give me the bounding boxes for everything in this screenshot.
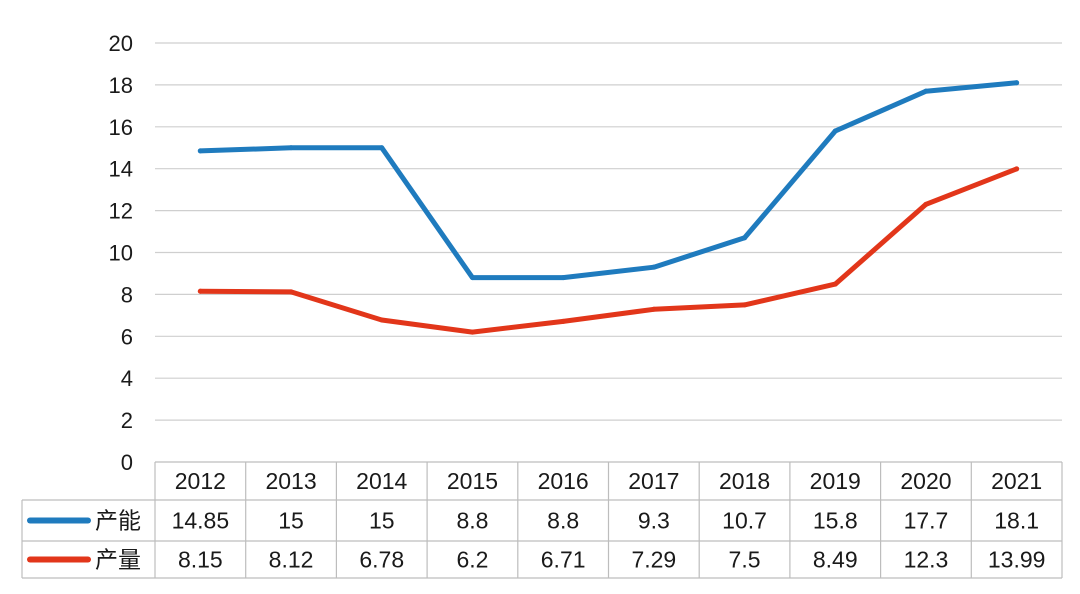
data-point (197, 148, 203, 154)
data-label: 9.3 (638, 508, 670, 534)
data-label: 6.2 (456, 547, 488, 573)
legend-label: 产能 (95, 508, 141, 534)
y-tick-label: 20 (109, 31, 133, 56)
x-tick-label: 2019 (810, 468, 861, 494)
data-point (832, 128, 838, 134)
data-label: 15 (278, 508, 304, 534)
series-line (197, 166, 1020, 335)
series-lines (197, 80, 1020, 335)
data-label: 12.3 (904, 547, 949, 573)
data-label: 8.15 (178, 547, 223, 573)
legend-label: 产量 (95, 547, 141, 573)
x-tick-label: 2015 (447, 468, 498, 494)
data-label: 14.85 (172, 508, 230, 534)
x-tick-label: 2020 (900, 468, 951, 494)
x-tick-label: 2017 (628, 468, 679, 494)
x-tick-label: 2021 (991, 468, 1042, 494)
y-tick-label: 8 (121, 282, 133, 307)
data-point (1014, 166, 1020, 172)
data-label: 8.49 (813, 547, 858, 573)
data-label: 13.99 (988, 547, 1046, 573)
y-tick-label: 6 (121, 324, 133, 349)
data-point (560, 275, 566, 281)
data-label: 7.5 (729, 547, 761, 573)
y-tick-label: 16 (109, 115, 133, 140)
series-line (197, 80, 1020, 281)
y-tick-label: 0 (121, 450, 133, 475)
x-tick-label: 2013 (265, 468, 316, 494)
data-point (923, 201, 929, 207)
data-point (651, 264, 657, 270)
y-axis-ticks: 0 2 4 6 8 10 12 14 16 18 20 (109, 31, 133, 475)
data-point (923, 88, 929, 94)
data-point (651, 306, 657, 312)
data-label: 7.29 (631, 547, 676, 573)
data-label: 6.78 (359, 547, 404, 573)
gridlines (155, 42, 1062, 421)
data-point (742, 235, 748, 241)
data-label: 6.71 (541, 547, 586, 573)
data-point (469, 275, 475, 281)
y-tick-label: 18 (109, 73, 133, 98)
y-tick-label: 2 (121, 408, 133, 433)
data-point (469, 329, 475, 335)
data-point (197, 288, 203, 294)
x-tick-label: 2018 (719, 468, 770, 494)
data-label: 10.7 (722, 508, 767, 534)
y-tick-label: 4 (121, 366, 133, 391)
data-label: 8.8 (456, 508, 488, 534)
data-label: 8.8 (547, 508, 579, 534)
y-tick-label: 12 (109, 199, 133, 224)
x-tick-label: 2012 (175, 468, 226, 494)
data-label: 17.7 (904, 508, 949, 534)
data-point (379, 317, 385, 323)
data-point (742, 302, 748, 308)
data-point (288, 145, 294, 151)
data-point (1014, 80, 1020, 86)
data-point (288, 289, 294, 295)
data-point (379, 145, 385, 151)
y-tick-label: 14 (109, 157, 133, 182)
x-tick-label: 2014 (356, 468, 407, 494)
data-point (560, 318, 566, 324)
data-label: 15.8 (813, 508, 858, 534)
x-tick-label: 2016 (538, 468, 589, 494)
y-tick-label: 10 (109, 241, 133, 266)
data-point (832, 281, 838, 287)
data-label: 18.1 (994, 508, 1039, 534)
data-label: 15 (369, 508, 395, 534)
data-table: 2012 2013 2014 2015 2016 2017 2018 2019 2020 2021… (21, 461, 1063, 579)
data-label: 8.12 (269, 547, 314, 573)
